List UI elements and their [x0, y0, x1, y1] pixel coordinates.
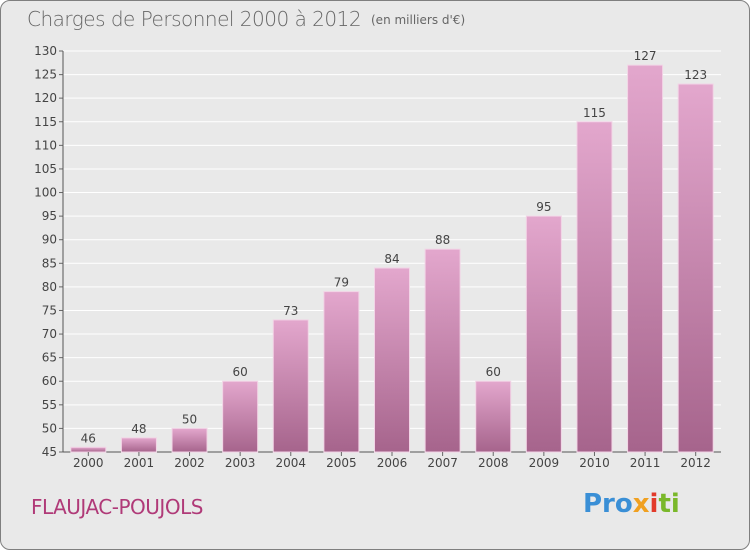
logo-part: ti [658, 489, 680, 519]
y-tick-label: 115 [34, 115, 57, 129]
logo-part: Pro [583, 489, 633, 519]
bar-value-label: 60 [233, 365, 248, 379]
bar [171, 427, 208, 453]
y-tick-label: 45 [42, 445, 57, 459]
x-tick-label: 2009 [529, 456, 560, 470]
x-tick-label: 2012 [680, 456, 711, 470]
x-tick-label: 2002 [174, 456, 205, 470]
x-tick-label: 2011 [630, 456, 661, 470]
y-tick-label: 55 [42, 398, 57, 412]
bar-value-label: 46 [81, 431, 96, 445]
logo-part: i [649, 489, 659, 519]
bar-value-label: 95 [536, 200, 551, 214]
y-tick-label: 85 [42, 256, 57, 270]
x-tick-label: 2004 [275, 456, 306, 470]
x-tick-label: 2001 [124, 456, 155, 470]
y-tick-label: 95 [42, 209, 57, 223]
y-tick-label: 70 [42, 327, 57, 341]
bar [525, 215, 562, 453]
bar [627, 64, 664, 453]
bar [222, 380, 259, 453]
y-tick-label: 110 [34, 138, 57, 152]
x-tick-label: 2000 [73, 456, 104, 470]
proxiti-logo: Proxiti [583, 489, 680, 519]
y-tick-label: 80 [42, 280, 57, 294]
bar-value-label: 115 [583, 106, 606, 120]
bar [70, 446, 107, 453]
bar-value-label: 88 [435, 233, 450, 247]
bar-value-label: 50 [182, 412, 197, 426]
bar-value-label: 48 [131, 422, 146, 436]
x-tick-label: 2008 [478, 456, 509, 470]
y-tick-label: 100 [34, 186, 57, 200]
bar-value-label: 84 [384, 252, 399, 266]
bar [374, 267, 410, 453]
y-tick-label: 105 [34, 162, 57, 176]
chart-subtitle: (en milliers d'€) [371, 13, 466, 27]
y-tick-label: 130 [34, 44, 57, 58]
y-tick-label: 125 [34, 68, 57, 82]
chart-title: Charges de Personnel 2000 à 2012 [27, 7, 362, 31]
bar [272, 319, 309, 453]
x-tick-label: 2005 [326, 456, 357, 470]
bar-value-label: 60 [486, 365, 501, 379]
commune-name: FLAUJAC-POUJOLS [31, 495, 203, 519]
x-tick-label: 2007 [427, 456, 458, 470]
y-tick-label: 75 [42, 303, 57, 317]
y-tick-label: 120 [34, 91, 57, 105]
y-tick-label: 90 [42, 233, 57, 247]
bar [475, 380, 512, 453]
x-tick-label: 2010 [579, 456, 610, 470]
bar-value-label: 79 [334, 276, 349, 290]
x-tick-label: 2006 [377, 456, 408, 470]
logo-part: x [632, 489, 650, 519]
bar-value-label: 73 [283, 304, 298, 318]
bar-value-label: 123 [684, 68, 707, 82]
bar [677, 83, 714, 453]
bar [323, 291, 360, 453]
x-tick-label: 2003 [225, 456, 256, 470]
y-tick-label: 50 [42, 421, 57, 435]
y-tick-label: 60 [42, 374, 57, 388]
bar [576, 121, 613, 453]
bar-value-label: 127 [634, 49, 657, 63]
y-tick-label: 65 [42, 351, 57, 365]
bar [120, 437, 157, 453]
bar [424, 248, 461, 453]
